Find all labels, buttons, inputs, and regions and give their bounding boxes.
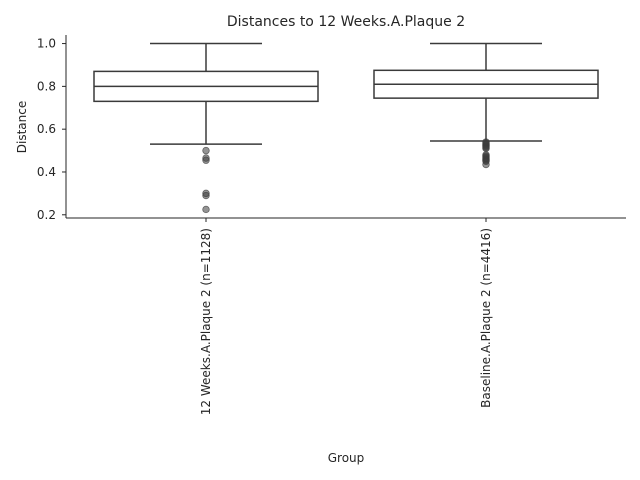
box-group [93,42,319,214]
x-axis-label: Group [328,451,365,465]
x-tick-label: Baseline.A.Plaque 2 (n=4416) [479,228,493,408]
y-tick-label: 0.2 [37,208,56,222]
box-series [93,42,599,214]
outlier-point [202,191,210,200]
y-axis-label: Distance [15,101,29,153]
outlier-point [202,205,210,214]
chart-title: Distances to 12 Weeks.A.Plaque 2 [227,14,465,30]
y-tick-label: 1.0 [37,37,56,51]
axes [65,35,626,219]
outlier-point [202,156,210,164]
y-tick-label: 0.8 [37,79,56,93]
y-tick-label: 0.6 [37,122,56,136]
y-tick-label: 0.4 [37,165,56,179]
box-group [373,42,599,169]
x-tick-label: 12 Weeks.A.Plaque 2 (n=1128) [199,228,213,415]
outlier-point [482,160,490,169]
outlier-point [202,146,210,155]
y-tick-labels: 0.2 0.4 0.6 0.8 1.0 [37,37,66,222]
outlier-point [482,144,490,153]
x-tick-labels: 12 Weeks.A.Plaque 2 (n=1128) Baseline.A.P… [199,218,493,415]
